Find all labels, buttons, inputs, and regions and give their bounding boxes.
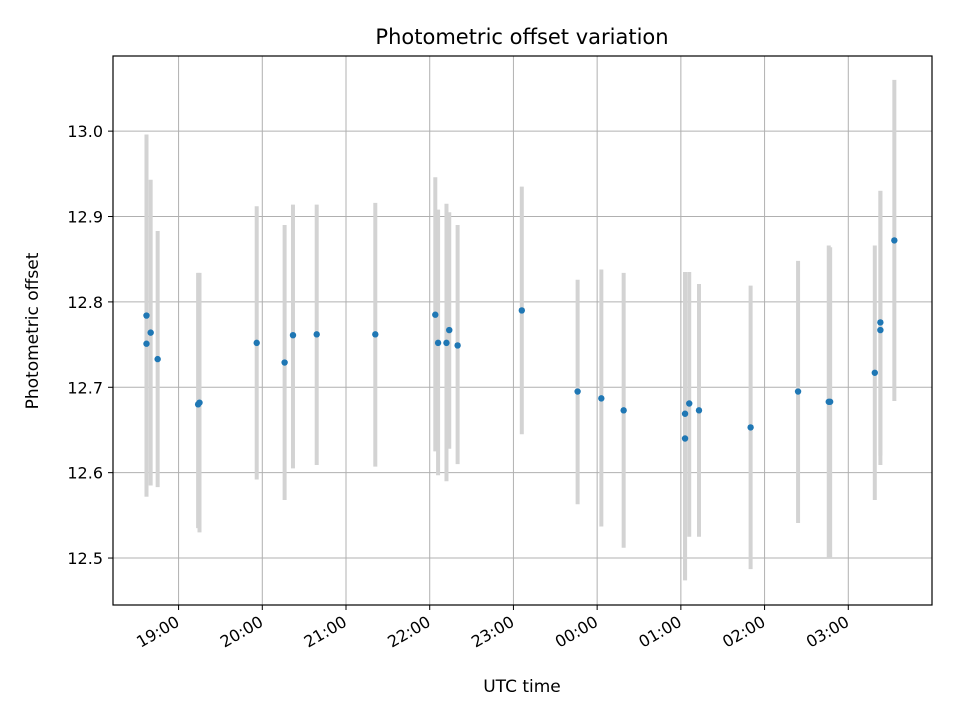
data-point [434,339,442,347]
data-point [794,388,802,395]
data-point [143,312,150,319]
data-point [372,331,379,338]
y-tick-label: 12.6 [67,464,103,483]
chart-title: Photometric offset variation [375,25,668,49]
data-point [154,355,161,363]
data-point [877,319,884,326]
data-point [747,424,754,431]
y-axis-label: Photometric offset [23,252,43,409]
y-tick-label: 12.8 [67,293,103,312]
data-point [518,307,526,314]
plot-frame [112,55,933,606]
data-point [598,395,605,402]
x-axis-label: UTC time [483,677,561,697]
data-point [281,359,288,366]
data-point [454,342,461,349]
data-point [432,311,439,318]
y-tick-label: 12.9 [67,208,103,227]
data-point [313,331,320,338]
data-point [826,398,834,405]
data-point [891,237,898,244]
y-tick-label: 12.5 [67,549,103,568]
data-point [871,369,878,376]
data-point [289,331,297,339]
data-point [147,329,154,336]
data-point [253,339,260,347]
data-point [446,326,453,334]
data-point [877,326,884,334]
data-points [143,237,898,442]
data-point [574,388,581,395]
data-point [143,340,150,347]
data-point [443,339,450,347]
data-point [681,435,689,442]
data-point [196,399,203,406]
data-point [695,407,703,414]
y-axis-ticks: 12.5 12.6 12.7 12.8 12.9 13.0 [67,122,113,568]
y-tick-label: 13.0 [67,122,103,141]
data-point [620,407,627,414]
y-tick-label: 12.7 [67,378,103,397]
data-point [681,410,689,417]
data-point [686,400,693,407]
